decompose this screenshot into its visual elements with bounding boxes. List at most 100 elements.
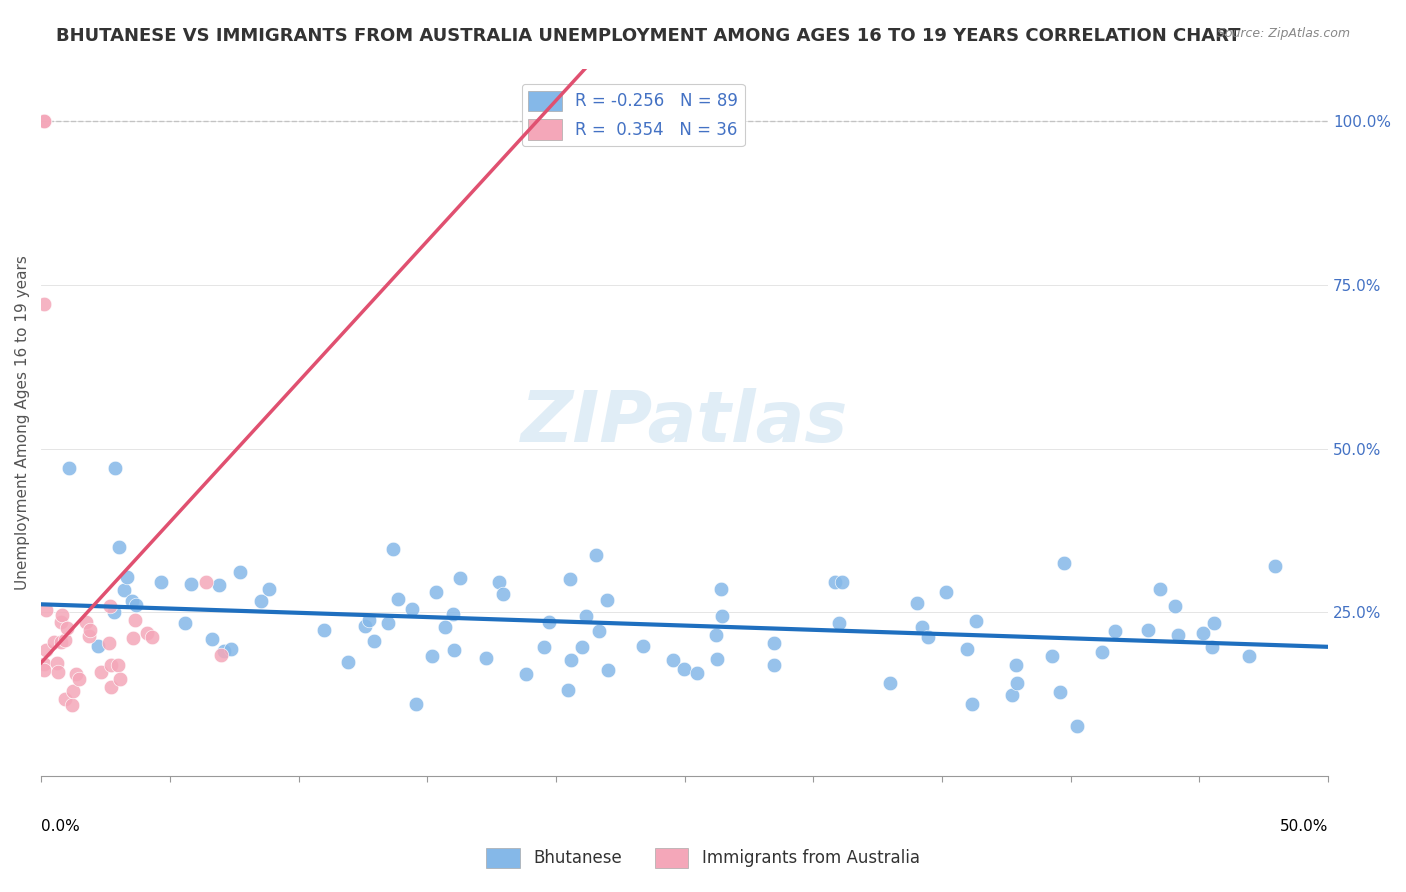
Point bbox=[60, 698, 83, 712]
Point bbox=[229, 565, 252, 579]
Point bbox=[32, 663, 55, 677]
Point bbox=[208, 578, 231, 592]
Point bbox=[100, 657, 122, 672]
Point bbox=[762, 636, 785, 650]
Point bbox=[1164, 599, 1187, 614]
Text: Source: ZipAtlas.com: Source: ZipAtlas.com bbox=[1216, 27, 1350, 40]
Point bbox=[574, 609, 596, 624]
Point bbox=[956, 642, 979, 657]
Point bbox=[449, 571, 471, 585]
Point bbox=[115, 570, 138, 584]
Point bbox=[100, 599, 122, 614]
Point bbox=[962, 698, 984, 712]
Point bbox=[488, 574, 510, 589]
Point bbox=[67, 672, 90, 686]
Point bbox=[62, 684, 84, 698]
Point bbox=[1167, 628, 1189, 642]
Point bbox=[121, 594, 143, 608]
Point bbox=[596, 593, 619, 607]
Point bbox=[149, 575, 172, 590]
Point bbox=[32, 657, 55, 671]
Point bbox=[831, 574, 853, 589]
Point bbox=[1004, 658, 1026, 673]
Point bbox=[935, 584, 957, 599]
Point bbox=[631, 639, 654, 653]
Point bbox=[104, 461, 127, 475]
Point bbox=[401, 602, 423, 616]
Text: 0.0%: 0.0% bbox=[41, 819, 80, 834]
Point bbox=[711, 609, 734, 624]
Point bbox=[174, 616, 197, 631]
Point bbox=[441, 607, 464, 621]
Point bbox=[824, 574, 846, 589]
Point bbox=[706, 652, 728, 666]
Point bbox=[314, 623, 336, 637]
Point bbox=[443, 642, 465, 657]
Point bbox=[75, 615, 97, 629]
Point bbox=[32, 297, 55, 311]
Point bbox=[1052, 556, 1074, 570]
Point bbox=[141, 630, 163, 644]
Point bbox=[533, 640, 555, 654]
Point bbox=[1204, 615, 1226, 630]
Point bbox=[357, 613, 380, 627]
Point bbox=[828, 616, 851, 631]
Point bbox=[195, 575, 218, 590]
Point bbox=[100, 681, 122, 695]
Point bbox=[662, 653, 685, 667]
Point bbox=[97, 636, 120, 650]
Point bbox=[249, 593, 271, 607]
Point bbox=[1049, 685, 1071, 699]
Point bbox=[90, 665, 112, 679]
Legend: Bhutanese, Immigrants from Australia: Bhutanese, Immigrants from Australia bbox=[479, 841, 927, 875]
Point bbox=[686, 665, 709, 680]
Point bbox=[1264, 558, 1286, 573]
Point bbox=[46, 665, 69, 680]
Point bbox=[51, 608, 73, 623]
Point bbox=[381, 541, 404, 556]
Point bbox=[905, 596, 928, 610]
Point bbox=[363, 634, 385, 648]
Point bbox=[598, 663, 620, 677]
Point bbox=[425, 585, 447, 599]
Point bbox=[257, 582, 280, 596]
Point bbox=[107, 658, 129, 673]
Point bbox=[45, 656, 67, 670]
Point bbox=[405, 697, 427, 711]
Point bbox=[56, 621, 79, 635]
Point bbox=[965, 614, 987, 628]
Point bbox=[1104, 624, 1126, 638]
Point bbox=[557, 682, 579, 697]
Point bbox=[917, 630, 939, 644]
Point bbox=[560, 653, 582, 667]
Point bbox=[879, 676, 901, 690]
Point bbox=[515, 667, 537, 681]
Point bbox=[433, 620, 456, 634]
Point bbox=[49, 635, 72, 649]
Text: 50.0%: 50.0% bbox=[1279, 819, 1329, 834]
Point bbox=[51, 615, 73, 629]
Text: BHUTANESE VS IMMIGRANTS FROM AUSTRALIA UNEMPLOYMENT AMONG AGES 16 TO 19 YEARS CO: BHUTANESE VS IMMIGRANTS FROM AUSTRALIA U… bbox=[56, 27, 1240, 45]
Point bbox=[58, 461, 80, 475]
Point bbox=[911, 620, 934, 634]
Point bbox=[87, 639, 110, 653]
Point bbox=[35, 643, 58, 657]
Point bbox=[108, 540, 131, 554]
Point bbox=[42, 634, 65, 648]
Point bbox=[32, 114, 55, 128]
Point bbox=[1201, 640, 1223, 654]
Point bbox=[1192, 625, 1215, 640]
Point bbox=[180, 576, 202, 591]
Point bbox=[112, 582, 135, 597]
Point bbox=[710, 582, 733, 597]
Point bbox=[124, 598, 146, 612]
Point bbox=[588, 624, 610, 639]
Point bbox=[53, 632, 76, 647]
Point bbox=[475, 650, 498, 665]
Point bbox=[136, 626, 159, 640]
Point bbox=[585, 548, 607, 562]
Text: ZIPatlas: ZIPatlas bbox=[522, 388, 848, 457]
Point bbox=[422, 648, 444, 663]
Point bbox=[387, 592, 409, 607]
Point bbox=[1040, 648, 1063, 663]
